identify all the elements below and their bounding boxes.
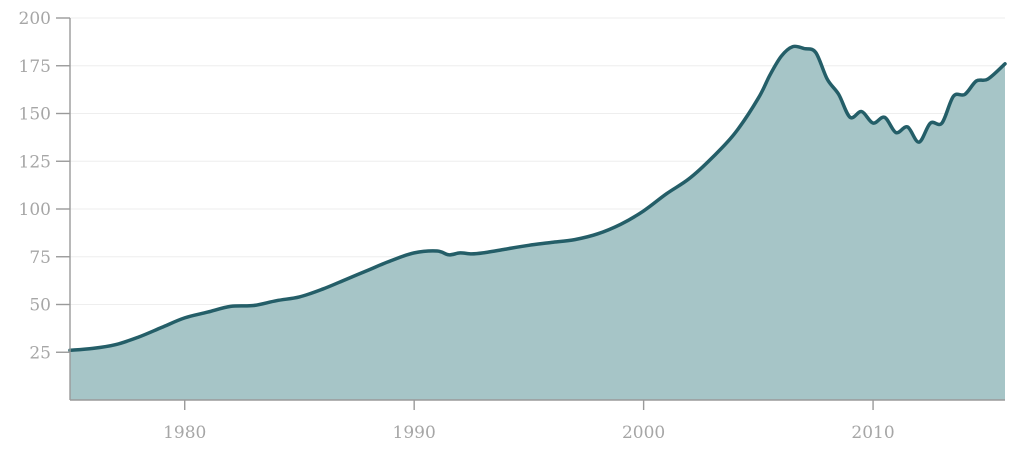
y-axis-ticks: 25 50 75 100 125 150 175 200 — [19, 9, 70, 363]
x-tick-label: 2010 — [851, 423, 894, 443]
y-tick-label: 100 — [19, 200, 51, 220]
y-tick-label: 175 — [19, 57, 51, 77]
x-tick-label: 2000 — [622, 423, 665, 443]
x-axis-ticks: 1980 1990 2000 2010 — [163, 400, 895, 443]
y-tick-label: 50 — [29, 296, 51, 316]
x-tick-label: 1980 — [163, 423, 206, 443]
y-tick-label: 125 — [19, 152, 51, 172]
y-tick-label: 200 — [19, 9, 51, 29]
y-tick-label: 150 — [19, 105, 51, 125]
y-tick-label: 25 — [29, 343, 51, 363]
series-area-fill — [70, 46, 1005, 400]
x-tick-label: 1990 — [393, 423, 436, 443]
y-tick-label: 75 — [29, 248, 51, 268]
series-line — [68, 44, 1007, 353]
